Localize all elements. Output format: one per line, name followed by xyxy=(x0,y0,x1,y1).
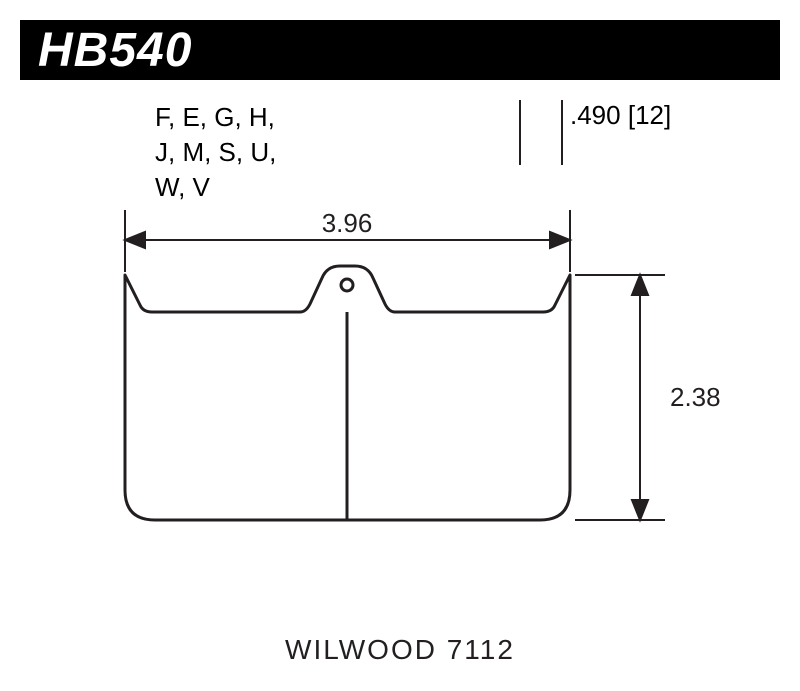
title-bar: HB540 xyxy=(20,20,780,80)
height-dimension xyxy=(575,275,665,520)
pad-outline xyxy=(125,266,570,520)
part-number: HB540 xyxy=(38,23,192,78)
brake-pad-diagram: 3.96 2.38 xyxy=(0,90,800,650)
width-value: 3.96 xyxy=(322,208,373,238)
thickness-ticks xyxy=(520,100,562,165)
footer-label: WILWOOD 7112 xyxy=(0,634,800,666)
height-value: 2.38 xyxy=(670,382,721,412)
